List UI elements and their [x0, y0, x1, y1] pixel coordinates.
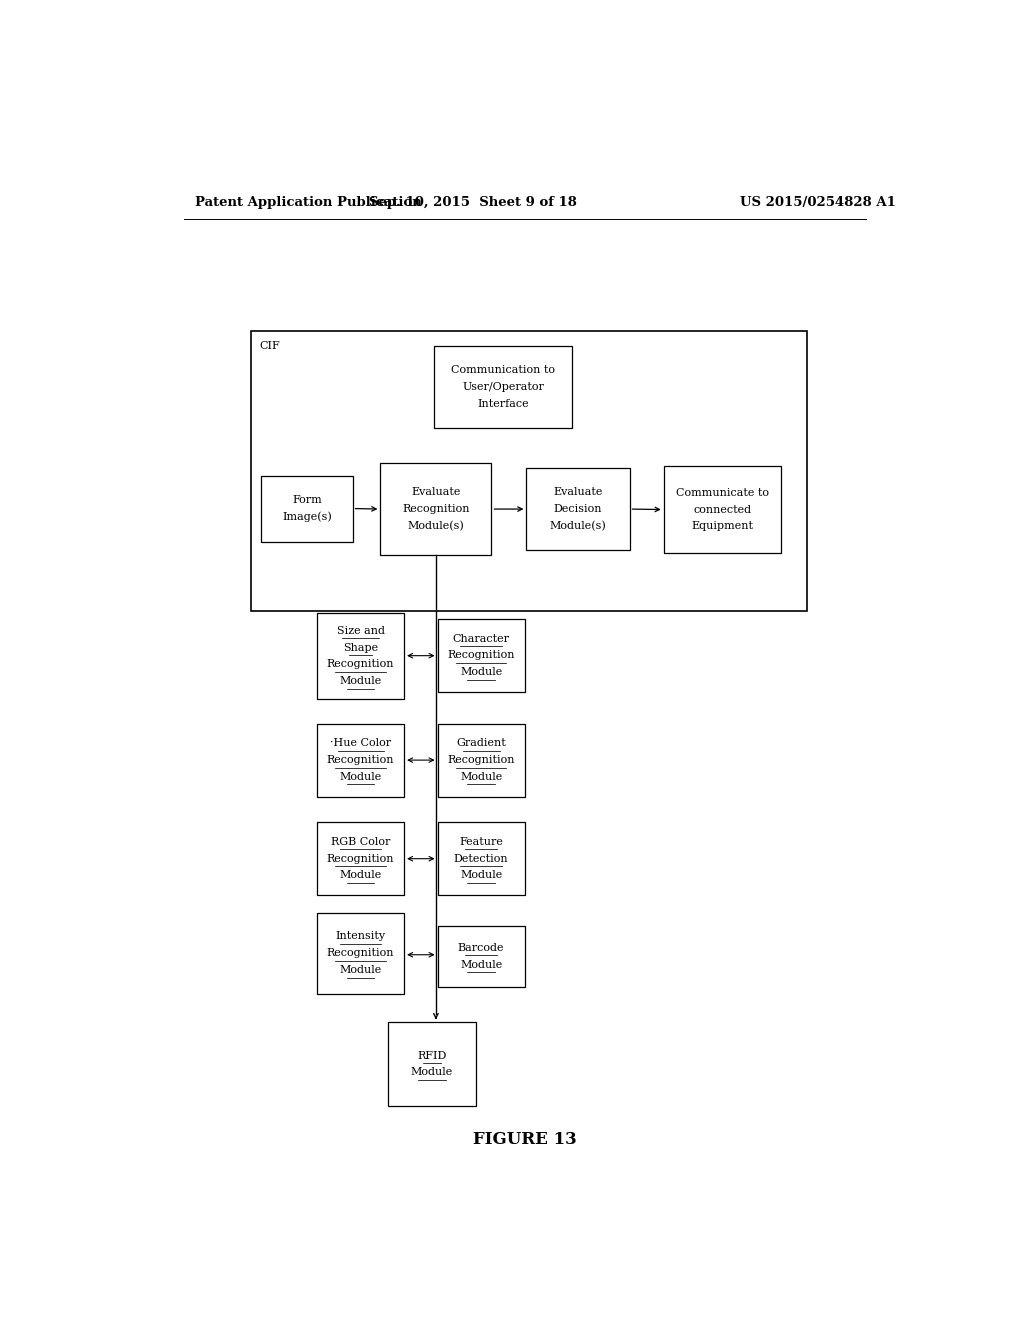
Bar: [316, 612, 404, 700]
Bar: [437, 822, 524, 895]
Text: Communication to: Communication to: [451, 366, 555, 375]
Bar: [437, 925, 524, 987]
Text: Module: Module: [339, 772, 382, 781]
Text: US 2015/0254828 A1: US 2015/0254828 A1: [740, 195, 896, 209]
Text: Module(s): Module(s): [408, 520, 464, 531]
Text: Decision: Decision: [554, 504, 602, 513]
Text: Module: Module: [460, 667, 503, 677]
Bar: [437, 723, 524, 797]
Text: Communicate to: Communicate to: [676, 488, 769, 498]
Bar: [437, 619, 524, 692]
Bar: [526, 469, 630, 549]
Text: Recognition: Recognition: [402, 504, 470, 513]
Text: Module: Module: [460, 772, 503, 781]
Text: Module: Module: [339, 870, 382, 880]
Bar: [316, 723, 404, 797]
Text: Evaluate: Evaluate: [553, 487, 603, 498]
Text: Gradient: Gradient: [457, 738, 506, 748]
Text: Intensity: Intensity: [336, 932, 386, 941]
Text: Shape: Shape: [343, 643, 378, 652]
Text: Recognition: Recognition: [327, 854, 394, 863]
Text: Module: Module: [460, 960, 503, 970]
Bar: [261, 475, 352, 541]
Text: Sep. 10, 2015  Sheet 9 of 18: Sep. 10, 2015 Sheet 9 of 18: [370, 195, 578, 209]
Text: Character: Character: [453, 634, 510, 644]
Text: Recognition: Recognition: [327, 948, 394, 958]
Text: FIGURE 13: FIGURE 13: [473, 1131, 577, 1147]
Text: Patent Application Publication: Patent Application Publication: [196, 195, 422, 209]
Text: Feature: Feature: [459, 837, 503, 847]
Text: Recognition: Recognition: [327, 659, 394, 669]
Text: Module: Module: [339, 676, 382, 686]
Bar: [251, 331, 807, 611]
Text: Module: Module: [460, 870, 503, 880]
Bar: [388, 1022, 475, 1106]
Text: Recognition: Recognition: [327, 755, 394, 766]
Bar: [380, 463, 492, 554]
Text: Evaluate: Evaluate: [412, 487, 461, 498]
Text: ·Hue Color: ·Hue Color: [330, 738, 391, 748]
Text: Form: Form: [292, 495, 322, 506]
Text: Barcode: Barcode: [458, 942, 505, 953]
Text: Equipment: Equipment: [691, 521, 754, 532]
Bar: [316, 912, 404, 994]
Bar: [316, 822, 404, 895]
Text: RFID: RFID: [417, 1051, 446, 1061]
Text: Module(s): Module(s): [550, 520, 606, 531]
Bar: [433, 346, 572, 428]
Text: Image(s): Image(s): [282, 512, 332, 523]
Text: CIF: CIF: [259, 342, 280, 351]
Text: Size and: Size and: [337, 626, 385, 636]
Text: Interface: Interface: [477, 399, 528, 409]
Text: Module: Module: [339, 965, 382, 975]
Text: Recognition: Recognition: [447, 651, 515, 660]
Text: RGB Color: RGB Color: [331, 837, 390, 847]
Text: Recognition: Recognition: [447, 755, 515, 766]
Text: connected: connected: [693, 504, 752, 515]
Text: Module: Module: [411, 1068, 453, 1077]
Text: User/Operator: User/Operator: [462, 381, 544, 392]
Bar: [664, 466, 781, 553]
Text: Detection: Detection: [454, 854, 509, 863]
